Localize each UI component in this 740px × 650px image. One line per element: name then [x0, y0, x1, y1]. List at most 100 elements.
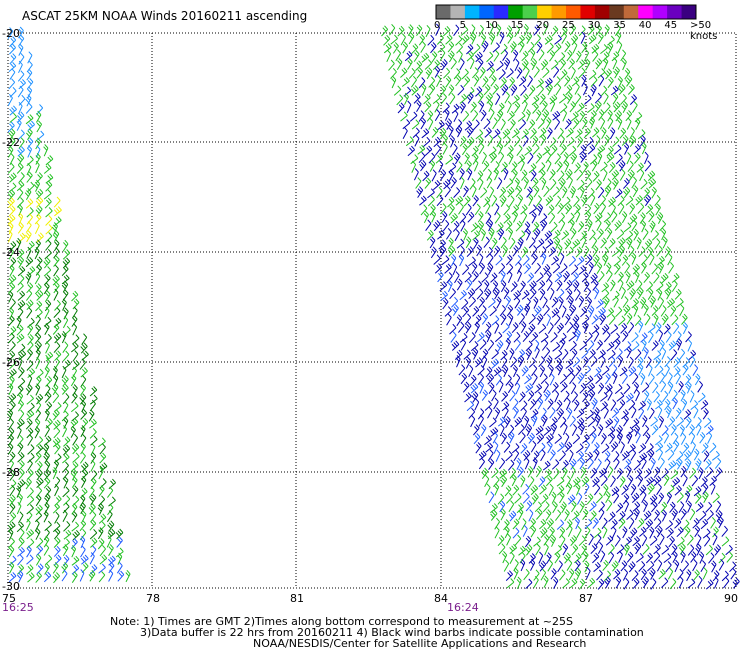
y-tick-22: -22	[2, 136, 20, 149]
wind-barb	[455, 355, 461, 368]
wind-barb	[546, 42, 554, 54]
wind-barb	[600, 432, 607, 445]
wind-barb	[599, 467, 608, 478]
wind-barb	[659, 220, 667, 232]
wind-barb	[487, 406, 493, 419]
wind-barb	[677, 536, 685, 547]
legend-label: 10	[485, 20, 498, 31]
wind-barb	[591, 236, 598, 249]
wind-barb	[540, 59, 549, 71]
wind-barb	[584, 94, 592, 105]
wind-barb	[666, 491, 673, 504]
wind-barb	[590, 543, 598, 554]
wind-barb	[648, 210, 655, 223]
wind-barb	[626, 152, 632, 165]
wind-barb	[725, 544, 733, 556]
wind-barb	[570, 466, 576, 479]
wind-barb	[478, 450, 487, 461]
wind-barb	[505, 570, 513, 581]
wind-barb	[524, 415, 530, 428]
wind-barb	[561, 305, 567, 318]
wind-barb	[572, 321, 580, 334]
wind-barb	[34, 246, 40, 260]
wind-barb	[613, 101, 621, 113]
wind-barb	[70, 374, 77, 387]
wind-barb	[424, 59, 432, 70]
wind-barb	[493, 366, 502, 377]
wind-barb	[8, 459, 15, 472]
wind-barb	[26, 545, 32, 558]
wind-barb	[567, 494, 576, 505]
wind-barb	[25, 383, 33, 396]
wind-barb	[530, 484, 539, 496]
wind-barb	[35, 300, 43, 312]
wind-barb	[501, 356, 508, 369]
wind-barb	[53, 459, 60, 472]
wind-barb	[545, 151, 552, 164]
wind-barb	[9, 257, 17, 269]
wind-barb	[17, 85, 24, 98]
wind-barb	[80, 408, 88, 420]
wind-barb	[517, 111, 526, 122]
wind-barb	[574, 567, 582, 581]
wind-barb	[567, 295, 574, 309]
wind-barb	[557, 442, 565, 453]
wind-barb	[515, 220, 523, 232]
wind-barb	[626, 551, 634, 563]
wind-barb	[507, 32, 514, 44]
notes: Note: 1) Times are GMT 2)Times along bot…	[110, 616, 644, 649]
wind-barb	[578, 422, 585, 436]
wind-barb	[469, 374, 477, 386]
wind-barb	[554, 271, 563, 283]
wind-barb	[619, 127, 627, 139]
wind-barb	[53, 288, 59, 301]
wind-barb	[88, 569, 96, 582]
wind-barb	[686, 569, 692, 582]
wind-barb	[643, 303, 649, 316]
wind-barb	[671, 280, 678, 292]
wind-barb	[606, 270, 613, 282]
wind-barb	[520, 84, 527, 96]
wind-barb	[53, 341, 61, 353]
wind-barb	[697, 575, 703, 588]
wind-barb	[615, 502, 624, 513]
wind-barb	[430, 42, 437, 54]
wind-barb	[452, 262, 458, 276]
wind-barb	[581, 476, 590, 487]
wind-barb	[17, 266, 26, 277]
wind-barb	[501, 84, 509, 96]
wind-barb	[656, 245, 663, 257]
wind-barb	[642, 228, 649, 240]
wind-barb	[471, 109, 479, 122]
wind-barb	[562, 109, 568, 122]
wind-barb	[89, 399, 96, 412]
wind-barb	[520, 321, 527, 334]
wind-barb	[26, 128, 33, 141]
wind-barb	[581, 235, 587, 249]
wind-barb	[723, 576, 730, 589]
wind-barb	[6, 408, 14, 422]
wind-barb	[481, 272, 489, 283]
wind-barb	[605, 458, 611, 471]
wind-barb	[26, 213, 33, 225]
wind-barb	[18, 528, 25, 541]
wind-barb	[561, 459, 569, 471]
wind-barb	[491, 237, 498, 250]
wind-barb	[620, 322, 628, 334]
wind-barb	[52, 572, 60, 584]
wind-barb	[642, 499, 648, 513]
wind-barb	[106, 510, 113, 523]
wind-barb	[51, 383, 59, 396]
wind-barb	[646, 476, 655, 487]
wind-barb	[528, 194, 534, 207]
wind-barb	[44, 357, 51, 370]
wind-barb	[97, 538, 105, 550]
wind-barb	[557, 408, 564, 420]
legend-label: 30	[587, 20, 601, 31]
wind-barb	[16, 485, 22, 498]
wind-barb	[584, 518, 593, 529]
wind-barb	[523, 449, 531, 461]
wind-barb	[575, 210, 581, 223]
wind-barb	[585, 451, 593, 463]
wind-barb	[617, 195, 625, 207]
